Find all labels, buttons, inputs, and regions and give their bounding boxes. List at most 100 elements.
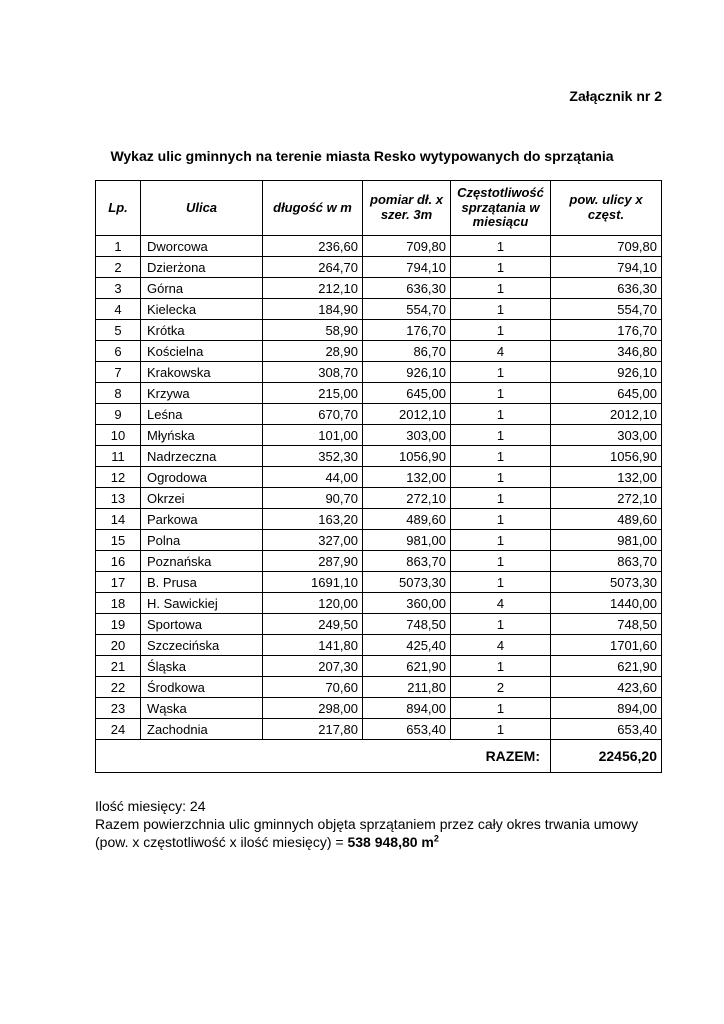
cell-area: 1440,00 (550, 592, 662, 614)
table-row: 17 B. Prusa 1691,10 5073,30 1 5073,30 (95, 571, 662, 593)
cell-street: H. Sawickiej (140, 592, 263, 614)
cell-measure: 981,00 (362, 529, 451, 551)
cell-length: 141,80 (262, 634, 363, 656)
cell-length: 264,70 (262, 256, 363, 278)
table-row: 20 Szczecińska 141,80 425,40 4 1701,60 (95, 634, 662, 656)
cell-frequency: 4 (450, 634, 551, 656)
cell-street: Kościelna (140, 340, 263, 362)
cell-lp: 2 (95, 256, 141, 278)
cell-street: Krótka (140, 319, 263, 341)
cell-lp: 18 (95, 592, 141, 614)
table-row: 23 Wąska 298,00 894,00 1 894,00 (95, 697, 662, 719)
footer-notes: Ilość miesięcy: 24 Razem powierzchnia ul… (95, 797, 667, 852)
cell-street: Dworcowa (140, 235, 263, 257)
cell-measure: 894,00 (362, 697, 451, 719)
cell-street: Śląska (140, 655, 263, 677)
table-row: 13 Okrzei 90,70 272,10 1 272,10 (95, 487, 662, 509)
cell-lp: 1 (95, 235, 141, 257)
table-row: 10 Młyńska 101,00 303,00 1 303,00 (95, 424, 662, 446)
cell-length: 212,10 (262, 277, 363, 299)
cell-lp: 24 (95, 718, 141, 740)
attachment-label: Załącznik nr 2 (569, 88, 662, 104)
cell-length: 120,00 (262, 592, 363, 614)
cell-frequency: 1 (450, 256, 551, 278)
cell-measure: 748,50 (362, 613, 451, 635)
cell-length: 1691,10 (262, 571, 363, 593)
cell-frequency: 1 (450, 298, 551, 320)
cell-frequency: 1 (450, 529, 551, 551)
cell-length: 215,00 (262, 382, 363, 404)
cell-area: 554,70 (550, 298, 662, 320)
cell-street: Dzierżona (140, 256, 263, 278)
cell-length: 101,00 (262, 424, 363, 446)
total-value: 22456,20 (550, 739, 662, 773)
total-label: RAZEM: (95, 739, 551, 773)
cell-length: 236,60 (262, 235, 363, 257)
cell-lp: 17 (95, 571, 141, 593)
cell-street: B. Prusa (140, 571, 263, 593)
cell-area: 303,00 (550, 424, 662, 446)
header-area: pow. ulicy x częst. (550, 180, 662, 236)
cell-measure: 1056,90 (362, 445, 451, 467)
footer-line-formula: (pow. x częstotliwość x ilość miesięcy) … (95, 833, 667, 851)
header-length: długość w m (262, 180, 363, 236)
cell-street: Nadrzeczna (140, 445, 263, 467)
table-row: 3 Górna 212,10 636,30 1 636,30 (95, 277, 662, 299)
cell-measure: 863,70 (362, 550, 451, 572)
cell-lp: 14 (95, 508, 141, 530)
cell-area: 926,10 (550, 361, 662, 383)
header-measure: pomiar dł. x szer. 3m (362, 180, 451, 236)
cell-frequency: 1 (450, 235, 551, 257)
cell-lp: 3 (95, 277, 141, 299)
table-row: 5 Krótka 58,90 176,70 1 176,70 (95, 319, 662, 341)
cell-measure: 653,40 (362, 718, 451, 740)
table-row: 9 Leśna 670,70 2012,10 1 2012,10 (95, 403, 662, 425)
cell-area: 1701,60 (550, 634, 662, 656)
cell-length: 287,90 (262, 550, 363, 572)
cell-measure: 621,90 (362, 655, 451, 677)
cell-street: Kielecka (140, 298, 263, 320)
cell-area: 863,70 (550, 550, 662, 572)
cell-lp: 7 (95, 361, 141, 383)
cell-measure: 86,70 (362, 340, 451, 362)
cell-street: Wąska (140, 697, 263, 719)
cell-lp: 11 (95, 445, 141, 467)
formula-result: 538 948,80 m (347, 834, 434, 851)
cell-area: 489,60 (550, 508, 662, 530)
table-row: 16 Poznańska 287,90 863,70 1 863,70 (95, 550, 662, 572)
table-header: Lp. Ulica długość w m pomiar dł. x szer.… (95, 180, 662, 236)
table-row: 24 Zachodnia 217,80 653,40 1 653,40 (95, 718, 662, 740)
cell-length: 207,30 (262, 655, 363, 677)
cell-area: 645,00 (550, 382, 662, 404)
cell-frequency: 1 (450, 361, 551, 383)
table-row: 11 Nadrzeczna 352,30 1056,90 1 1056,90 (95, 445, 662, 467)
cell-lp: 20 (95, 634, 141, 656)
cell-measure: 645,00 (362, 382, 451, 404)
cell-frequency: 1 (450, 508, 551, 530)
cell-length: 184,90 (262, 298, 363, 320)
cell-frequency: 1 (450, 319, 551, 341)
cell-area: 346,80 (550, 340, 662, 362)
cell-frequency: 1 (450, 277, 551, 299)
cell-lp: 15 (95, 529, 141, 551)
cell-measure: 554,70 (362, 298, 451, 320)
cell-street: Poznańska (140, 550, 263, 572)
cell-area: 653,40 (550, 718, 662, 740)
cell-length: 308,70 (262, 361, 363, 383)
table-row: 4 Kielecka 184,90 554,70 1 554,70 (95, 298, 662, 320)
cell-area: 132,00 (550, 466, 662, 488)
table-row: 15 Polna 327,00 981,00 1 981,00 (95, 529, 662, 551)
cell-lp: 13 (95, 487, 141, 509)
cell-lp: 12 (95, 466, 141, 488)
cell-area: 894,00 (550, 697, 662, 719)
cell-length: 298,00 (262, 697, 363, 719)
cell-area: 272,10 (550, 487, 662, 509)
cell-area: 1056,90 (550, 445, 662, 467)
cell-measure: 636,30 (362, 277, 451, 299)
cell-frequency: 2 (450, 676, 551, 698)
header-frequency: Częstotliwość sprzątania w miesiącu (450, 180, 551, 236)
table-row: 8 Krzywa 215,00 645,00 1 645,00 (95, 382, 662, 404)
cell-lp: 4 (95, 298, 141, 320)
cell-street: Leśna (140, 403, 263, 425)
